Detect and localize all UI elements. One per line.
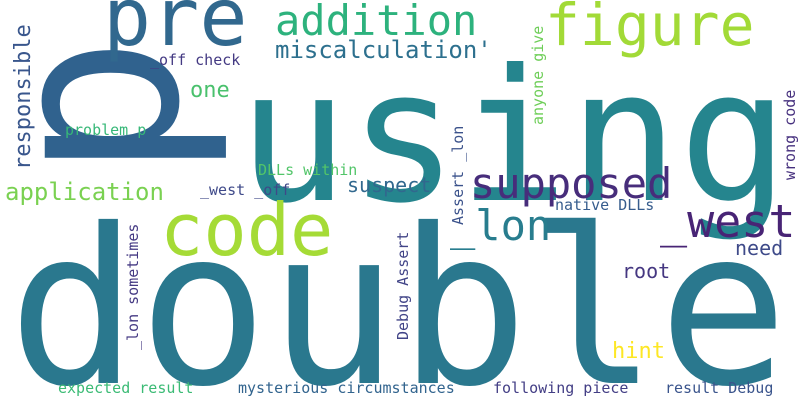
word: following piece (493, 379, 628, 397)
word: hint (612, 339, 665, 364)
word: _lon sometimes (124, 224, 142, 350)
word: _west _off (200, 181, 290, 199)
word: pre (103, 0, 248, 64)
word: _west (660, 195, 795, 248)
word: Assert _lon (449, 126, 467, 225)
word: code (160, 188, 333, 272)
word: _off check (150, 51, 240, 69)
word: need (735, 236, 783, 260)
word: miscalculation' (275, 36, 492, 64)
word: responsible (11, 24, 36, 170)
word: wrong code (781, 90, 799, 180)
word: one (190, 78, 230, 103)
word: native DLLs (555, 196, 654, 214)
word: Debug Assert (394, 232, 412, 340)
word: suspect (347, 173, 431, 197)
word: addition (275, 0, 477, 45)
word: result Debug (665, 379, 773, 397)
word: DLLs within (258, 161, 357, 179)
word: mysterious circumstances (238, 379, 455, 397)
word: double (8, 183, 788, 400)
word: root (622, 259, 670, 283)
word: figure (545, 0, 755, 59)
word: problem p (65, 121, 146, 139)
word: application (5, 178, 164, 206)
word: _lon (450, 201, 551, 250)
word: using (238, 31, 789, 244)
word: supposed (470, 159, 672, 208)
word: expected result (58, 379, 193, 397)
word: anyone give (529, 26, 547, 125)
word: p (0, 36, 233, 181)
